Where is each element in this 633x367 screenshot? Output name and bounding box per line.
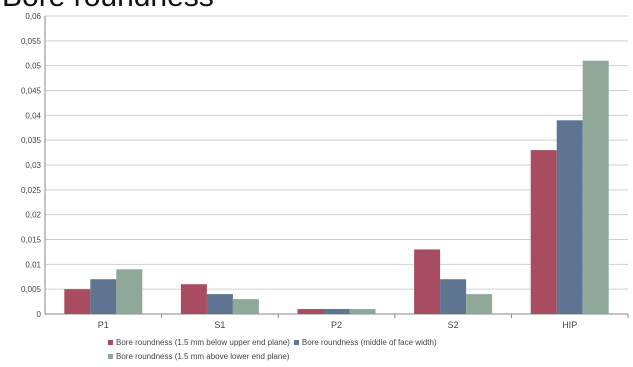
- y-tick-label: 0,01: [25, 260, 41, 269]
- bar: [530, 150, 557, 314]
- bar: [349, 309, 376, 314]
- legend-swatch: [293, 340, 299, 346]
- x-tick-label: S1: [214, 320, 225, 330]
- y-tick-label: 0,03: [25, 161, 41, 170]
- x-tick-label: S2: [448, 320, 459, 330]
- bars: [64, 60, 609, 315]
- legend-entry: Bore roundness (1.5 mm above lower end p…: [108, 350, 289, 364]
- legend-swatch: [108, 340, 113, 346]
- y-tick-label: 0,055: [21, 37, 42, 46]
- bar: [440, 279, 467, 314]
- bar: [414, 249, 441, 314]
- bar: [582, 60, 609, 315]
- bar: [64, 289, 91, 314]
- bar: [232, 299, 259, 314]
- legend-label: Bore roundness (1.5 mm below upper end p…: [116, 338, 290, 347]
- bar: [180, 284, 207, 314]
- bar-chart: 0 0,005 0,01 0,015 0,02 0,025 0,03 0,035 0,04 0,0…: [21, 12, 629, 330]
- legend-swatch: [108, 354, 113, 360]
- bar: [90, 279, 117, 314]
- bar: [116, 269, 143, 314]
- bar: [323, 309, 350, 314]
- legend-label: Bore roundness (middle of face width): [301, 338, 437, 347]
- y-tick-label: 0,015: [21, 236, 42, 245]
- x-tick-label: HIP: [562, 320, 577, 330]
- chart-title: Bore roundness: [2, 0, 214, 14]
- y-tick-label: 0,045: [21, 87, 42, 96]
- bar: [206, 294, 233, 314]
- x-tick-label: P2: [331, 320, 342, 330]
- legend-label: Bore roundness (1.5 mm above lower end p…: [116, 352, 290, 361]
- y-tick-label: 0,02: [25, 211, 41, 220]
- y-tick-label: 0,05: [25, 62, 41, 71]
- legend-entry: Bore roundness (1.5 mm below upper end p…: [108, 336, 290, 350]
- x-tick-label: P1: [98, 320, 109, 330]
- bar: [466, 294, 493, 314]
- legend-entry: Bore roundness (middle of face width): [293, 336, 437, 350]
- y-axis-ticks: 0 0,005 0,01 0,015 0,02 0,025 0,03 0,035 0,04 0,0…: [21, 12, 42, 319]
- bar: [297, 309, 324, 314]
- y-tick-label: 0,035: [21, 136, 42, 145]
- legend: Bore roundness (1.5 mm below upper end p…: [108, 336, 528, 364]
- x-axis: P1 S1 P2 S2 HIP: [98, 314, 629, 330]
- bar: [556, 120, 583, 314]
- y-tick-label: 0: [37, 310, 42, 319]
- y-tick-label: 0,06: [25, 12, 41, 21]
- y-tick-label: 0,04: [25, 111, 41, 120]
- y-tick-label: 0,005: [21, 285, 42, 294]
- y-tick-label: 0,025: [21, 186, 42, 195]
